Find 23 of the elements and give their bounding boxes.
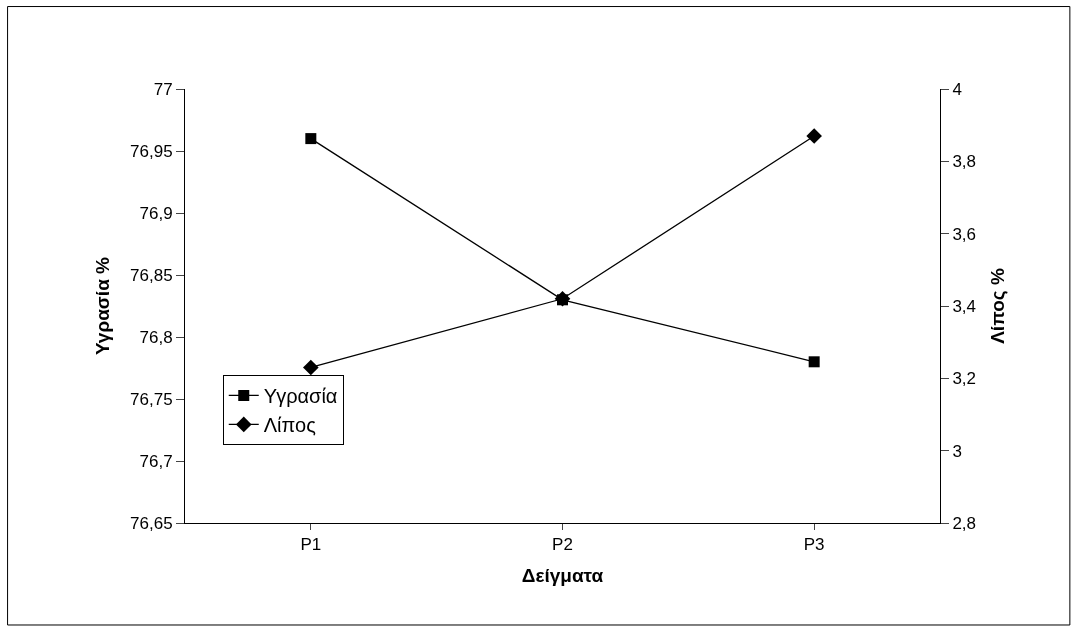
x-axis-title: Δείγματα (521, 565, 604, 587)
y2-tick-label: 2,8 (952, 513, 977, 533)
legend-label: Λίπος (263, 414, 317, 437)
y-tick-label: 76,75 (130, 389, 173, 409)
y2-axis-title: Λίπος % (986, 268, 1008, 344)
x-tick-label: P2 (552, 535, 573, 555)
x-tick-label: P1 (300, 535, 322, 555)
y-tick-label: 76,8 (139, 327, 173, 347)
y2-tick-label: 3,8 (952, 152, 977, 172)
y-tick-label: 76,9 (139, 203, 173, 223)
y2-tick-label: 3 (952, 441, 962, 461)
y2-tick-label: 3,4 (952, 296, 977, 316)
legend-label: Υγρασία (263, 385, 338, 408)
y-tick-label: 76,95 (130, 141, 173, 161)
y2-tick-label: 3,6 (952, 224, 977, 244)
y2-tick-label: 4 (952, 79, 962, 99)
y-tick-label: 76,7 (139, 451, 173, 471)
y-tick-label: 76,85 (130, 265, 173, 285)
x-tick-label: P3 (803, 535, 825, 555)
y-tick-label: 77 (153, 79, 173, 99)
y-tick-label: 76,65 (130, 513, 173, 533)
y2-tick-label: 3,2 (952, 369, 977, 389)
y-axis-title: Υγρασία % (91, 256, 113, 356)
